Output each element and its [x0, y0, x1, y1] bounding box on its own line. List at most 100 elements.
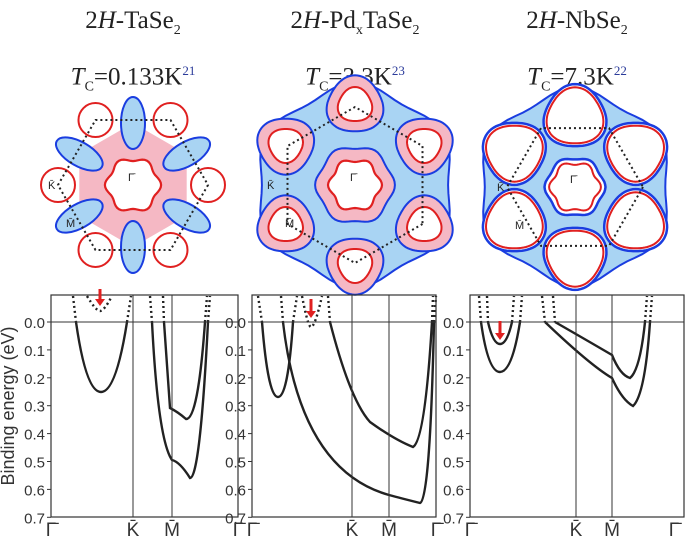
y-tick-label: 0.1	[24, 343, 45, 360]
y-tick-label: 0.4	[24, 427, 45, 444]
y-tick-label: 0.7	[24, 510, 45, 527]
y-tick-label: 0.0	[443, 315, 464, 332]
tc-subscript: C	[541, 79, 551, 95]
k-pocket-inner	[405, 128, 443, 165]
y-tick-label: 0.5	[24, 455, 45, 472]
y-tick-label: 0.6	[225, 482, 246, 499]
y-tick-label: 0.5	[443, 455, 464, 472]
formula-polytype: H	[97, 7, 116, 34]
y-axis-label: Binding energy (eV)	[0, 326, 18, 485]
formula-subscript: x	[355, 23, 363, 38]
tc-label: T	[527, 63, 542, 91]
formula-polytype: H	[303, 7, 322, 34]
band	[281, 321, 436, 505]
blue-dogbone-pocket	[162, 198, 211, 234]
x-tick-label: Γ̄	[46, 520, 59, 540]
formula-name-2: TaSe	[362, 7, 413, 34]
k-pocket-inner	[545, 229, 605, 288]
y-tick-label: 0.2	[225, 371, 246, 388]
band	[150, 321, 210, 480]
k-label: K̄	[48, 179, 56, 192]
band	[554, 320, 647, 380]
gamma-pocket	[548, 162, 602, 212]
reference-number: 22	[613, 63, 627, 78]
y-tick-label: 0.2	[443, 371, 464, 388]
y-tick-label: 0.3	[443, 399, 464, 416]
tc-value: =0.133K	[93, 63, 183, 91]
fermi-surface-pdtase2: Γ̄ K̄ M̄	[256, 74, 454, 296]
band-dotted	[256, 295, 324, 329]
tc-subscript: C	[319, 79, 329, 95]
gamma-pocket	[103, 158, 163, 212]
formula-subscript-2: 2	[412, 23, 420, 38]
k-pocket-outer	[602, 121, 669, 187]
x-tick-label: K̄	[570, 520, 583, 540]
gamma-pocket	[326, 159, 384, 211]
reference-number: 21	[182, 63, 196, 78]
k-pocket-inner	[606, 191, 666, 250]
y-tick-label: 0.4	[225, 427, 246, 444]
k-pocket-outer	[481, 121, 548, 187]
k-pocket-inner	[336, 248, 374, 285]
band	[328, 321, 434, 449]
formula-name: -Pd	[321, 7, 356, 34]
k-pocket-outer	[481, 187, 548, 253]
band-dotted	[71, 295, 133, 323]
x-tick-label: Γ̄	[431, 520, 444, 540]
x-tick-label: Γ̄	[233, 520, 246, 540]
y-tick-label: 0.5	[225, 455, 246, 472]
formula-subscript: 2	[173, 23, 181, 38]
band	[486, 321, 514, 346]
y-tick-label: 0.6	[443, 482, 464, 499]
formula-polytype: H	[538, 7, 557, 34]
m-label: M̄	[515, 219, 524, 232]
title-tase2: 2H-TaSe2 TC=0.133K21	[18, 6, 248, 102]
k-pocket-outer	[542, 82, 608, 148]
y-tick-label: 0.1	[225, 343, 246, 360]
y-tick-label: 0.6	[24, 482, 45, 499]
k-pocket-inner	[484, 191, 544, 250]
k-label: K̄	[497, 181, 505, 194]
blue-dogbone-pocket	[120, 220, 146, 274]
band	[544, 321, 652, 408]
plot-frame	[251, 294, 437, 518]
k-pocket-inner	[267, 128, 305, 165]
x-tick-label: Γ̄	[247, 520, 260, 540]
k-pocket-outer	[602, 187, 669, 253]
x-tick-label: Γ̄	[669, 520, 682, 540]
k-pocket-inner	[405, 205, 443, 242]
brillouin-zone	[505, 127, 645, 247]
reference-number: 23	[391, 63, 405, 78]
band-dotted	[148, 295, 212, 323]
tc-subscript: C	[84, 79, 94, 95]
k-pocket-outer	[542, 226, 608, 292]
tc-label: T	[70, 63, 85, 91]
title-nbse2: 2H-NbSe2 TC=7.3K22	[462, 6, 685, 102]
formula-name: -TaSe	[115, 7, 174, 34]
red-arrow-head	[306, 311, 316, 318]
x-tick-label: K̄	[346, 520, 359, 540]
gamma-label: Γ̄	[350, 172, 358, 184]
y-tick-label: 0.3	[225, 399, 246, 416]
y-tick-label: 0.4	[443, 427, 464, 444]
x-tick-label: K̄	[127, 520, 140, 540]
blue-dogbone-pocket	[55, 136, 104, 172]
red-arrow-head	[95, 299, 105, 306]
k-label: K̄	[267, 179, 275, 192]
band-dotted	[279, 295, 438, 323]
fermi-surface-tase2: Γ̄ K̄ M̄	[40, 96, 226, 274]
formula-prefix: 2	[85, 7, 98, 34]
x-tick-label: M̄	[164, 520, 180, 540]
red-arrow-head	[495, 333, 505, 340]
m-label: M̄	[285, 217, 294, 230]
y-tick-label: 0.7	[443, 510, 464, 527]
x-tick-label: Γ̄	[465, 520, 478, 540]
formula-subscript: 2	[620, 23, 628, 38]
fermi-surface-nbse2: Γ̄ K̄ M̄	[481, 82, 669, 292]
y-tick-label: 0.0	[225, 315, 246, 332]
blue-dogbone-pocket	[55, 198, 104, 234]
brillouin-zone	[56, 119, 210, 251]
blue-dogbone-pocket	[120, 96, 146, 150]
